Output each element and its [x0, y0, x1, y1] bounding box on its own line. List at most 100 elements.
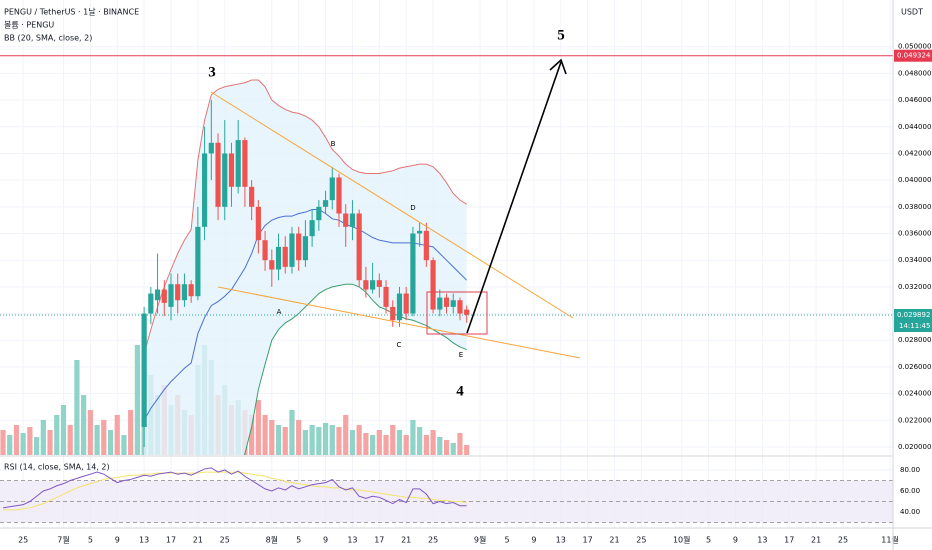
price-label: 0.049324: [897, 52, 931, 60]
volume-bar: [390, 425, 396, 455]
candle-body: [175, 284, 181, 301]
x-tick-label: 17: [583, 536, 593, 545]
last-price-bg: [894, 309, 932, 333]
x-tick-label: 21: [811, 536, 821, 545]
candle-body: [235, 140, 241, 187]
candle-body: [249, 186, 255, 207]
y-tick-label: 0.020000: [898, 443, 931, 451]
x-tick-label: 5: [88, 536, 93, 545]
volume-bar: [20, 433, 26, 455]
volume-bar: [282, 427, 288, 455]
candle-body: [343, 213, 349, 227]
annotation: 3: [208, 64, 216, 80]
candle-body: [161, 289, 167, 303]
candle-body: [262, 240, 268, 261]
volume-bar: [437, 437, 443, 455]
candle-body: [403, 293, 409, 314]
rsi-tick-label: 60.00: [900, 487, 920, 495]
volume-bar: [430, 430, 436, 455]
volume-bar: [7, 435, 13, 455]
x-tick-label: 13: [757, 536, 767, 545]
rsi-title: RSI (14, close, SMA, 14, 2): [4, 463, 110, 472]
candle-body: [141, 313, 147, 427]
candle-body: [329, 177, 335, 201]
candle-body: [215, 142, 221, 207]
candle-body: [450, 300, 456, 307]
y-tick-label: 0.044000: [898, 123, 931, 131]
x-tick-label: 17: [374, 536, 384, 545]
x-tick-label: 11월: [881, 535, 899, 545]
volume-bar: [349, 430, 356, 455]
candle-body: [396, 293, 403, 321]
x-tick-label: 25: [428, 536, 438, 545]
volume-bar: [423, 435, 429, 455]
y-tick-label: 0.026000: [898, 363, 931, 371]
candle-body: [195, 226, 201, 297]
volume-bar: [262, 415, 268, 455]
volume-bar: [296, 420, 302, 455]
arrow-head: [549, 58, 567, 75]
candle-body: [168, 284, 174, 307]
countdown: 14:11:45: [899, 322, 930, 330]
candle-body: [410, 233, 416, 314]
bb-line: [243, 283, 467, 455]
y-tick-label: 0.040000: [898, 176, 931, 184]
volume-bar: [322, 423, 329, 455]
volume-bar: [101, 420, 107, 455]
x-tick-label: 9: [733, 536, 738, 545]
volume-bar: [114, 415, 120, 455]
y-tick-label: 0.048000: [898, 69, 931, 77]
x-tick-label: 9: [531, 536, 536, 545]
y-tick-label: 0.042000: [898, 149, 931, 157]
candle-body: [202, 153, 208, 227]
volume-title: 볼륨 · PENGU: [4, 20, 54, 30]
candle-body: [349, 213, 356, 227]
candle-body: [376, 280, 382, 287]
volume-bar: [40, 420, 46, 455]
volume-bar: [464, 445, 470, 455]
candle-body: [383, 286, 389, 307]
candle-body: [269, 260, 275, 270]
volume-bar: [370, 435, 376, 455]
annotation: B: [331, 140, 336, 148]
volume-bar: [316, 427, 322, 455]
y-tick-label: 0.038000: [898, 203, 931, 211]
volume-bar: [27, 427, 33, 455]
volume-bar: [54, 415, 60, 455]
x-tick-label: 10월: [673, 535, 691, 545]
volume-bar: [47, 430, 53, 455]
x-tick-label: 17: [784, 536, 794, 545]
volume-bar: [60, 405, 67, 455]
x-tick-label: 13: [139, 536, 149, 545]
volume-bar: [81, 395, 87, 455]
volume-bar: [128, 410, 134, 455]
trendline: [210, 91, 574, 319]
volume-bar: [336, 427, 342, 455]
y-tick-label: 0.034000: [898, 256, 931, 264]
candle-body: [255, 206, 261, 241]
volume-bar: [309, 425, 315, 455]
annotation: 4: [456, 383, 464, 399]
candle-body: [181, 284, 188, 301]
volume-bar: [255, 400, 261, 455]
y-tick-label: 0.022000: [898, 416, 931, 424]
volume-bar: [121, 435, 127, 455]
volume-bar: [269, 420, 275, 455]
volume-bar: [403, 435, 409, 455]
annotation: 5: [557, 27, 565, 43]
volume-bar: [343, 415, 349, 455]
bb-line: [143, 79, 467, 354]
volume-bar: [383, 435, 389, 455]
y-tick-label: 0.046000: [898, 96, 931, 104]
candle-body: [154, 289, 161, 301]
x-tick-label: 5: [504, 536, 509, 545]
candle-body: [464, 309, 470, 315]
x-tick-label: 13: [556, 536, 566, 545]
volume-bar: [450, 443, 456, 455]
candle-body: [222, 153, 228, 207]
volume-bar: [134, 345, 140, 455]
candle-body: [302, 236, 308, 261]
x-tick-label: 21: [193, 536, 203, 545]
volume-bar: [34, 437, 40, 455]
candle-body: [282, 246, 288, 267]
